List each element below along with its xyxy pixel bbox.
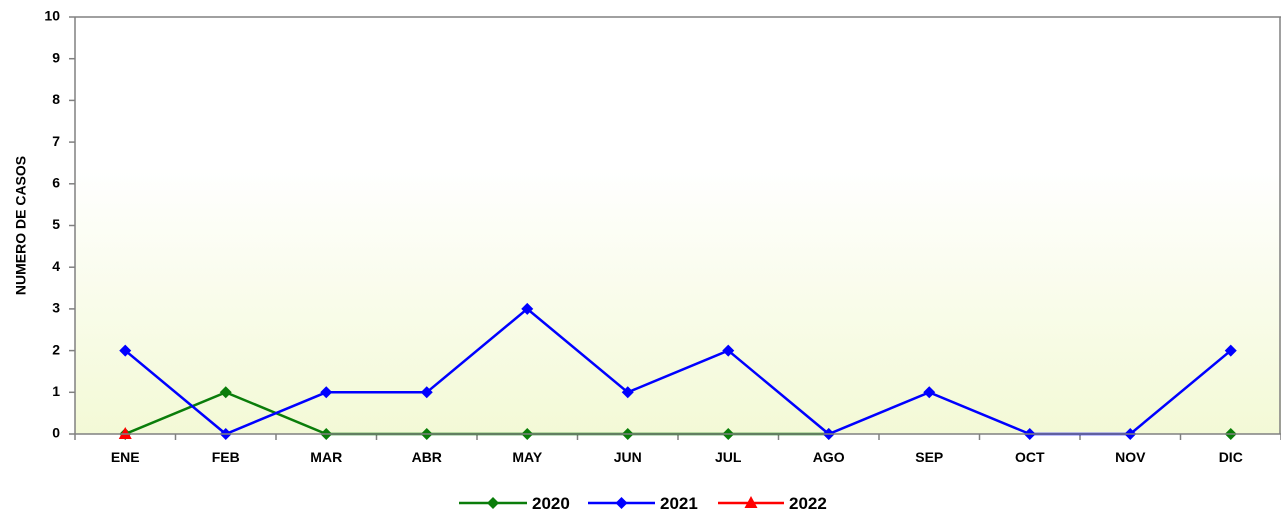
y-axis-ticks: 0 1 2 3 4 5 6 7 8 9 10	[44, 8, 75, 441]
x-tick-label: FEB	[212, 449, 240, 465]
data-point-2021-JUL	[722, 344, 735, 357]
data-point-2020-FEB	[219, 386, 232, 399]
y-tick-label: 4	[52, 258, 60, 274]
x-tick-label: JUN	[614, 449, 642, 465]
y-tick-label: 8	[52, 91, 60, 107]
data-point-2021-ABR	[420, 386, 433, 399]
x-tick-label: ENE	[111, 449, 140, 465]
x-tick-label: NOV	[1115, 449, 1146, 465]
y-tick-label: 3	[52, 300, 60, 316]
y-axis-title: NUMERO DE CASOS	[13, 156, 29, 295]
y-tick-label: 1	[52, 383, 60, 399]
data-point-2021-DIC	[1224, 344, 1237, 357]
data-point-2021-JUN	[621, 386, 634, 399]
data-point-2021-MAR	[320, 386, 333, 399]
x-tick-label: MAY	[512, 449, 542, 465]
x-tick-label: OCT	[1015, 449, 1045, 465]
plot-area	[75, 17, 1281, 434]
data-point-2022-ENE	[118, 427, 132, 439]
legend: 2020 2021 2022	[459, 494, 827, 511]
x-tick-label: DIC	[1219, 449, 1243, 465]
legend-label: 2021	[660, 494, 698, 511]
x-tick-label: AGO	[813, 449, 845, 465]
x-tick-label: SEP	[915, 449, 943, 465]
y-tick-label: 10	[44, 8, 60, 24]
legend-marker	[487, 497, 499, 509]
y-tick-label: 6	[52, 175, 60, 191]
y-tick-label: 7	[52, 133, 60, 149]
legend-item-2021: 2021	[588, 494, 698, 511]
x-tick-label: MAR	[310, 449, 342, 465]
legend-marker	[615, 497, 628, 509]
data-point-2021-MAY	[521, 302, 534, 315]
y-tick-label: 2	[52, 341, 60, 357]
legend-marker	[744, 496, 758, 508]
legend-label: 2022	[789, 494, 827, 511]
x-axis-ticks: ENE FEB MAR ABR MAY JUN JUL AGO SEP OCT NOV DIC	[74, 434, 1281, 465]
data-point-2021-ENE	[119, 344, 132, 357]
legend-label: 2020	[532, 494, 570, 511]
y-tick-label: 5	[52, 216, 60, 232]
x-tick-label: JUL	[715, 449, 742, 465]
series-2022	[118, 427, 132, 439]
x-tick-label: ABR	[412, 449, 442, 465]
data-point-2021-SEP	[923, 386, 936, 399]
legend-item-2020: 2020	[459, 494, 570, 511]
legend-item-2022: 2022	[718, 494, 827, 511]
y-tick-label: 9	[52, 49, 60, 65]
y-tick-label: 0	[52, 425, 60, 441]
